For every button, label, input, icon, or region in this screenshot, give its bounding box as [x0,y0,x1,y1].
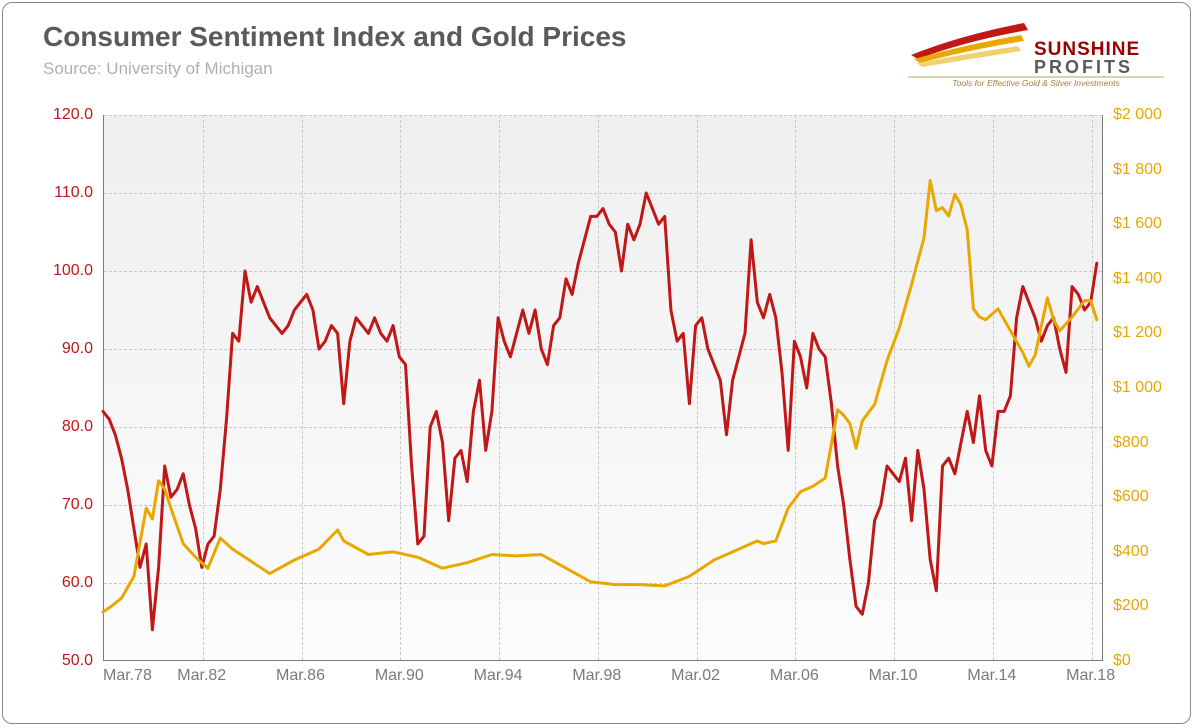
y-right-tick-label: $800 [1113,434,1149,452]
y-right-tick-label: $1 000 [1113,379,1162,397]
y-right-tick-label: $400 [1113,543,1149,561]
x-tick-label: Mar.98 [572,667,621,685]
x-tick-label: Mar.78 [103,667,152,685]
chart-lines [103,115,1103,661]
x-tick-label: Mar.14 [967,667,1016,685]
logo-text-2: PROFITS [1034,57,1133,77]
x-tick-label: Mar.02 [671,667,720,685]
logo-tagline: Tools for Effective Gold & Silver Invest… [952,78,1120,87]
y-left-tick-label: 60.0 [62,574,93,592]
y-right-tick-label: $1 800 [1113,161,1162,179]
y-right-tick-label: $200 [1113,597,1149,615]
x-tick-label: Mar.94 [474,667,523,685]
y-left-tick-label: 90.0 [62,340,93,358]
series-gold-price [103,181,1097,612]
x-tick-label: Mar.90 [375,667,424,685]
y-left-tick-label: 100.0 [53,262,93,280]
y-left-tick-label: 80.0 [62,418,93,436]
chart-card: Consumer Sentiment Index and Gold Prices… [2,2,1191,724]
y-right-tick-label: $600 [1113,488,1149,506]
plot-area: 50.060.070.080.090.0100.0110.0120.0$0$20… [103,115,1103,661]
y-left-tick-label: 120.0 [53,106,93,124]
x-tick-label: Mar.06 [770,667,819,685]
x-tick-label: Mar.82 [177,667,226,685]
brand-logo: SUNSHINE PROFITS Tools for Effective Gol… [906,17,1166,87]
logo-swoosh-icon [911,23,1028,67]
y-right-tick-label: $2 000 [1113,106,1162,124]
y-left-tick-label: 110.0 [54,184,93,202]
y-left-tick-label: 50.0 [62,652,93,670]
x-tick-label: Mar.18 [1066,667,1115,685]
x-tick-label: Mar.10 [869,667,918,685]
x-tick-label: Mar.86 [276,667,325,685]
series-consumer-sentiment [103,193,1097,630]
y-right-tick-label: $1 200 [1113,324,1162,342]
chart-header: Consumer Sentiment Index and Gold Prices… [3,3,1190,99]
y-right-tick-label: $0 [1113,652,1131,670]
y-right-tick-label: $1 400 [1113,270,1162,288]
y-right-tick-label: $1 600 [1113,215,1162,233]
y-left-tick-label: 70.0 [62,496,93,514]
